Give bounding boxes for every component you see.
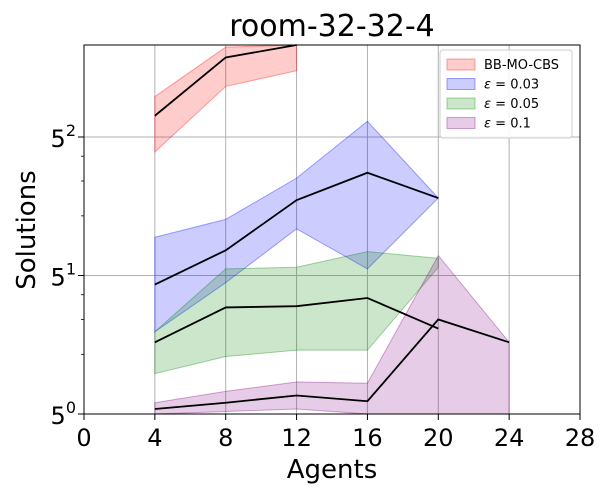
- y-tick-label: 51: [51, 260, 76, 292]
- x-tick-label: 16: [352, 424, 383, 452]
- x-tick-label: 24: [494, 424, 525, 452]
- legend-label-2: ε = 0.05: [484, 97, 539, 112]
- y-tick-label: 52: [51, 121, 76, 153]
- legend-swatch-1: [446, 78, 476, 90]
- legend: BB-MO-CBS ε = 0.03 ε = 0.05 ε = 0.1: [439, 49, 573, 139]
- mean-line-series-2: [154, 297, 439, 344]
- legend-swatch-2: [446, 97, 476, 110]
- mean-lines: [154, 44, 510, 410]
- mean-line-series-1: [154, 171, 439, 286]
- legend-label-1: ε = 0.03: [484, 78, 539, 93]
- band-series-1: [154, 120, 439, 333]
- x-tick-label: 28: [565, 424, 596, 452]
- mean-line-series-3: [154, 318, 510, 410]
- x-tick-label: 0: [76, 424, 91, 452]
- legend-label-0: BB-MO-CBS: [484, 58, 559, 73]
- mean-line-series-0: [154, 44, 297, 117]
- x-tick-label: 8: [218, 424, 233, 452]
- x-tick-label: 20: [423, 424, 454, 452]
- y-axis-label: Solutions: [12, 170, 42, 289]
- x-tick-label: 4: [147, 424, 162, 452]
- band-series-2: [154, 251, 439, 375]
- legend-swatch-0: [446, 58, 476, 71]
- band-series-0: [154, 44, 298, 154]
- axis-ticks: 0 4 8 12 16 20 24 28 50 51 52: [51, 121, 596, 452]
- legend-box: [439, 49, 573, 139]
- x-axis-label: Agents: [287, 455, 378, 485]
- legend-swatch-3: [446, 117, 476, 129]
- plot-frame: [83, 44, 581, 415]
- chart-title: room-32-32-4: [229, 9, 435, 44]
- legend-label-3: ε = 0.1: [484, 117, 531, 132]
- y-tick-label: 50: [51, 398, 76, 430]
- x-tick-label: 12: [281, 424, 312, 452]
- confidence-bands: [154, 44, 510, 415]
